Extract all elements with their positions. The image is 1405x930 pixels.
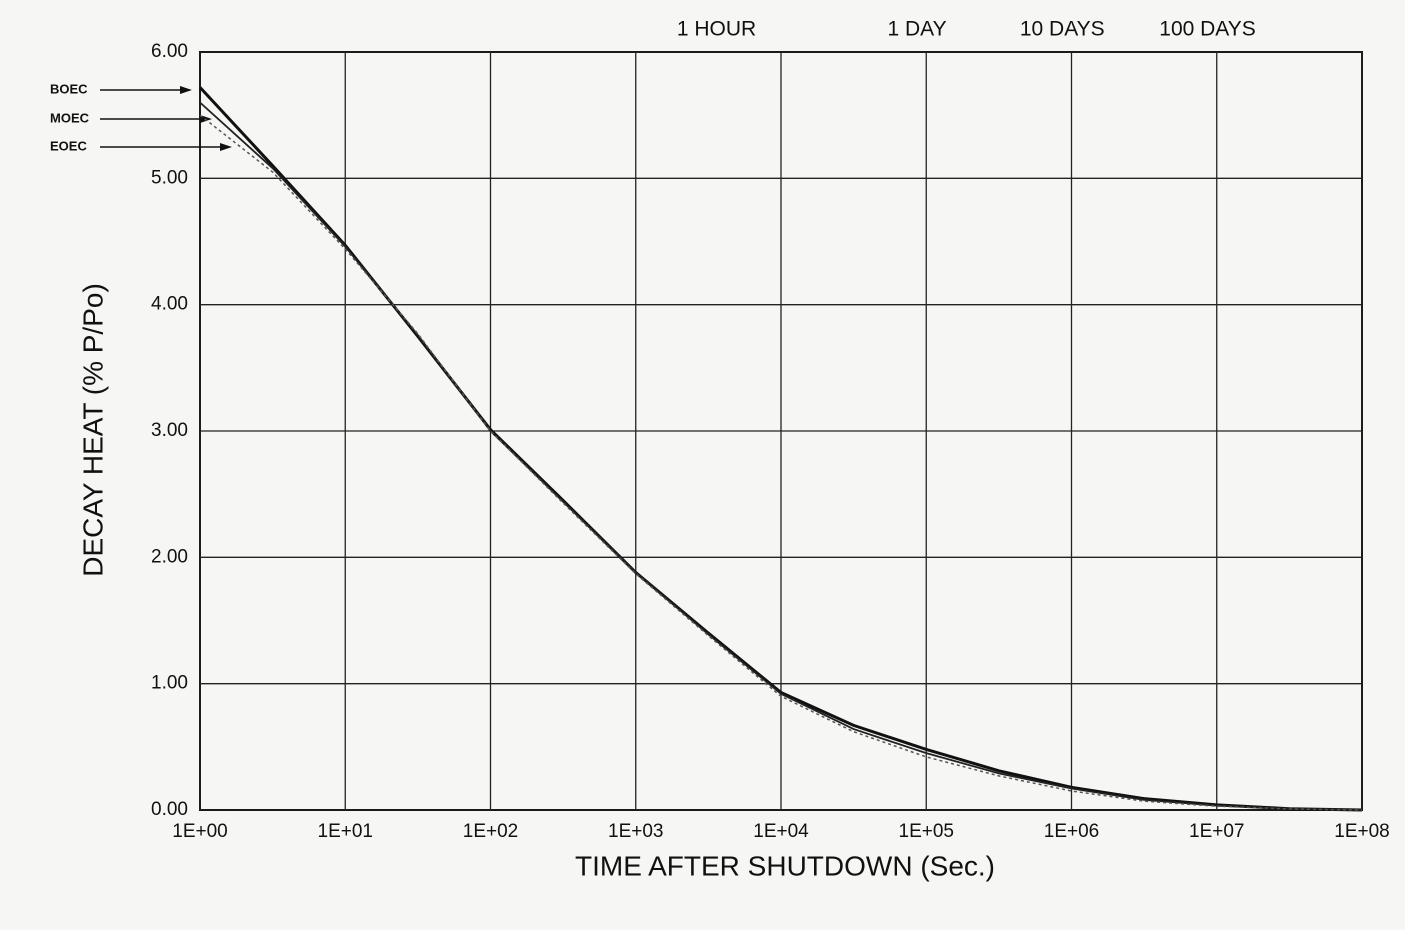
x-tick-label: 1E+03 bbox=[608, 821, 663, 842]
legend-arrowhead bbox=[180, 86, 192, 94]
legend-label: BOEC bbox=[50, 81, 88, 96]
y-tick-label: 6.00 bbox=[151, 41, 188, 62]
x-tick-label: 1E+05 bbox=[899, 821, 954, 842]
x-axis-label: TIME AFTER SHUTDOWN (Sec.) bbox=[575, 850, 995, 881]
y-tick-label: 4.00 bbox=[151, 294, 188, 315]
annotation: 100 DAYS bbox=[1159, 18, 1256, 41]
x-tick-label: 1E+06 bbox=[1044, 821, 1099, 842]
annotation: 10 DAYS bbox=[1020, 18, 1105, 41]
y-tick-label: 0.00 bbox=[151, 799, 188, 820]
x-tick-label: 1E+00 bbox=[172, 821, 227, 842]
series-line bbox=[199, 114, 1363, 811]
annotation: 1 HOUR bbox=[677, 18, 756, 41]
legend-arrowhead bbox=[220, 143, 232, 151]
x-tick-label: 1E+07 bbox=[1189, 821, 1244, 842]
y-tick-label: 3.00 bbox=[151, 420, 188, 441]
x-tick-label: 1E+02 bbox=[463, 821, 518, 842]
legend-label: MOEC bbox=[50, 110, 90, 125]
x-tick-label: 1E+01 bbox=[318, 821, 373, 842]
x-tick-label: 1E+08 bbox=[1334, 821, 1389, 842]
x-tick-label: 1E+04 bbox=[753, 821, 809, 842]
annotation: 1 DAY bbox=[887, 18, 946, 41]
y-tick-label: 2.00 bbox=[151, 546, 188, 567]
y-tick-label: 5.00 bbox=[151, 167, 188, 188]
y-tick-label: 1.00 bbox=[151, 673, 188, 694]
legend-label: EOEC bbox=[50, 138, 87, 153]
y-axis-label: DECAY HEAT (% P/Po) bbox=[77, 283, 108, 577]
